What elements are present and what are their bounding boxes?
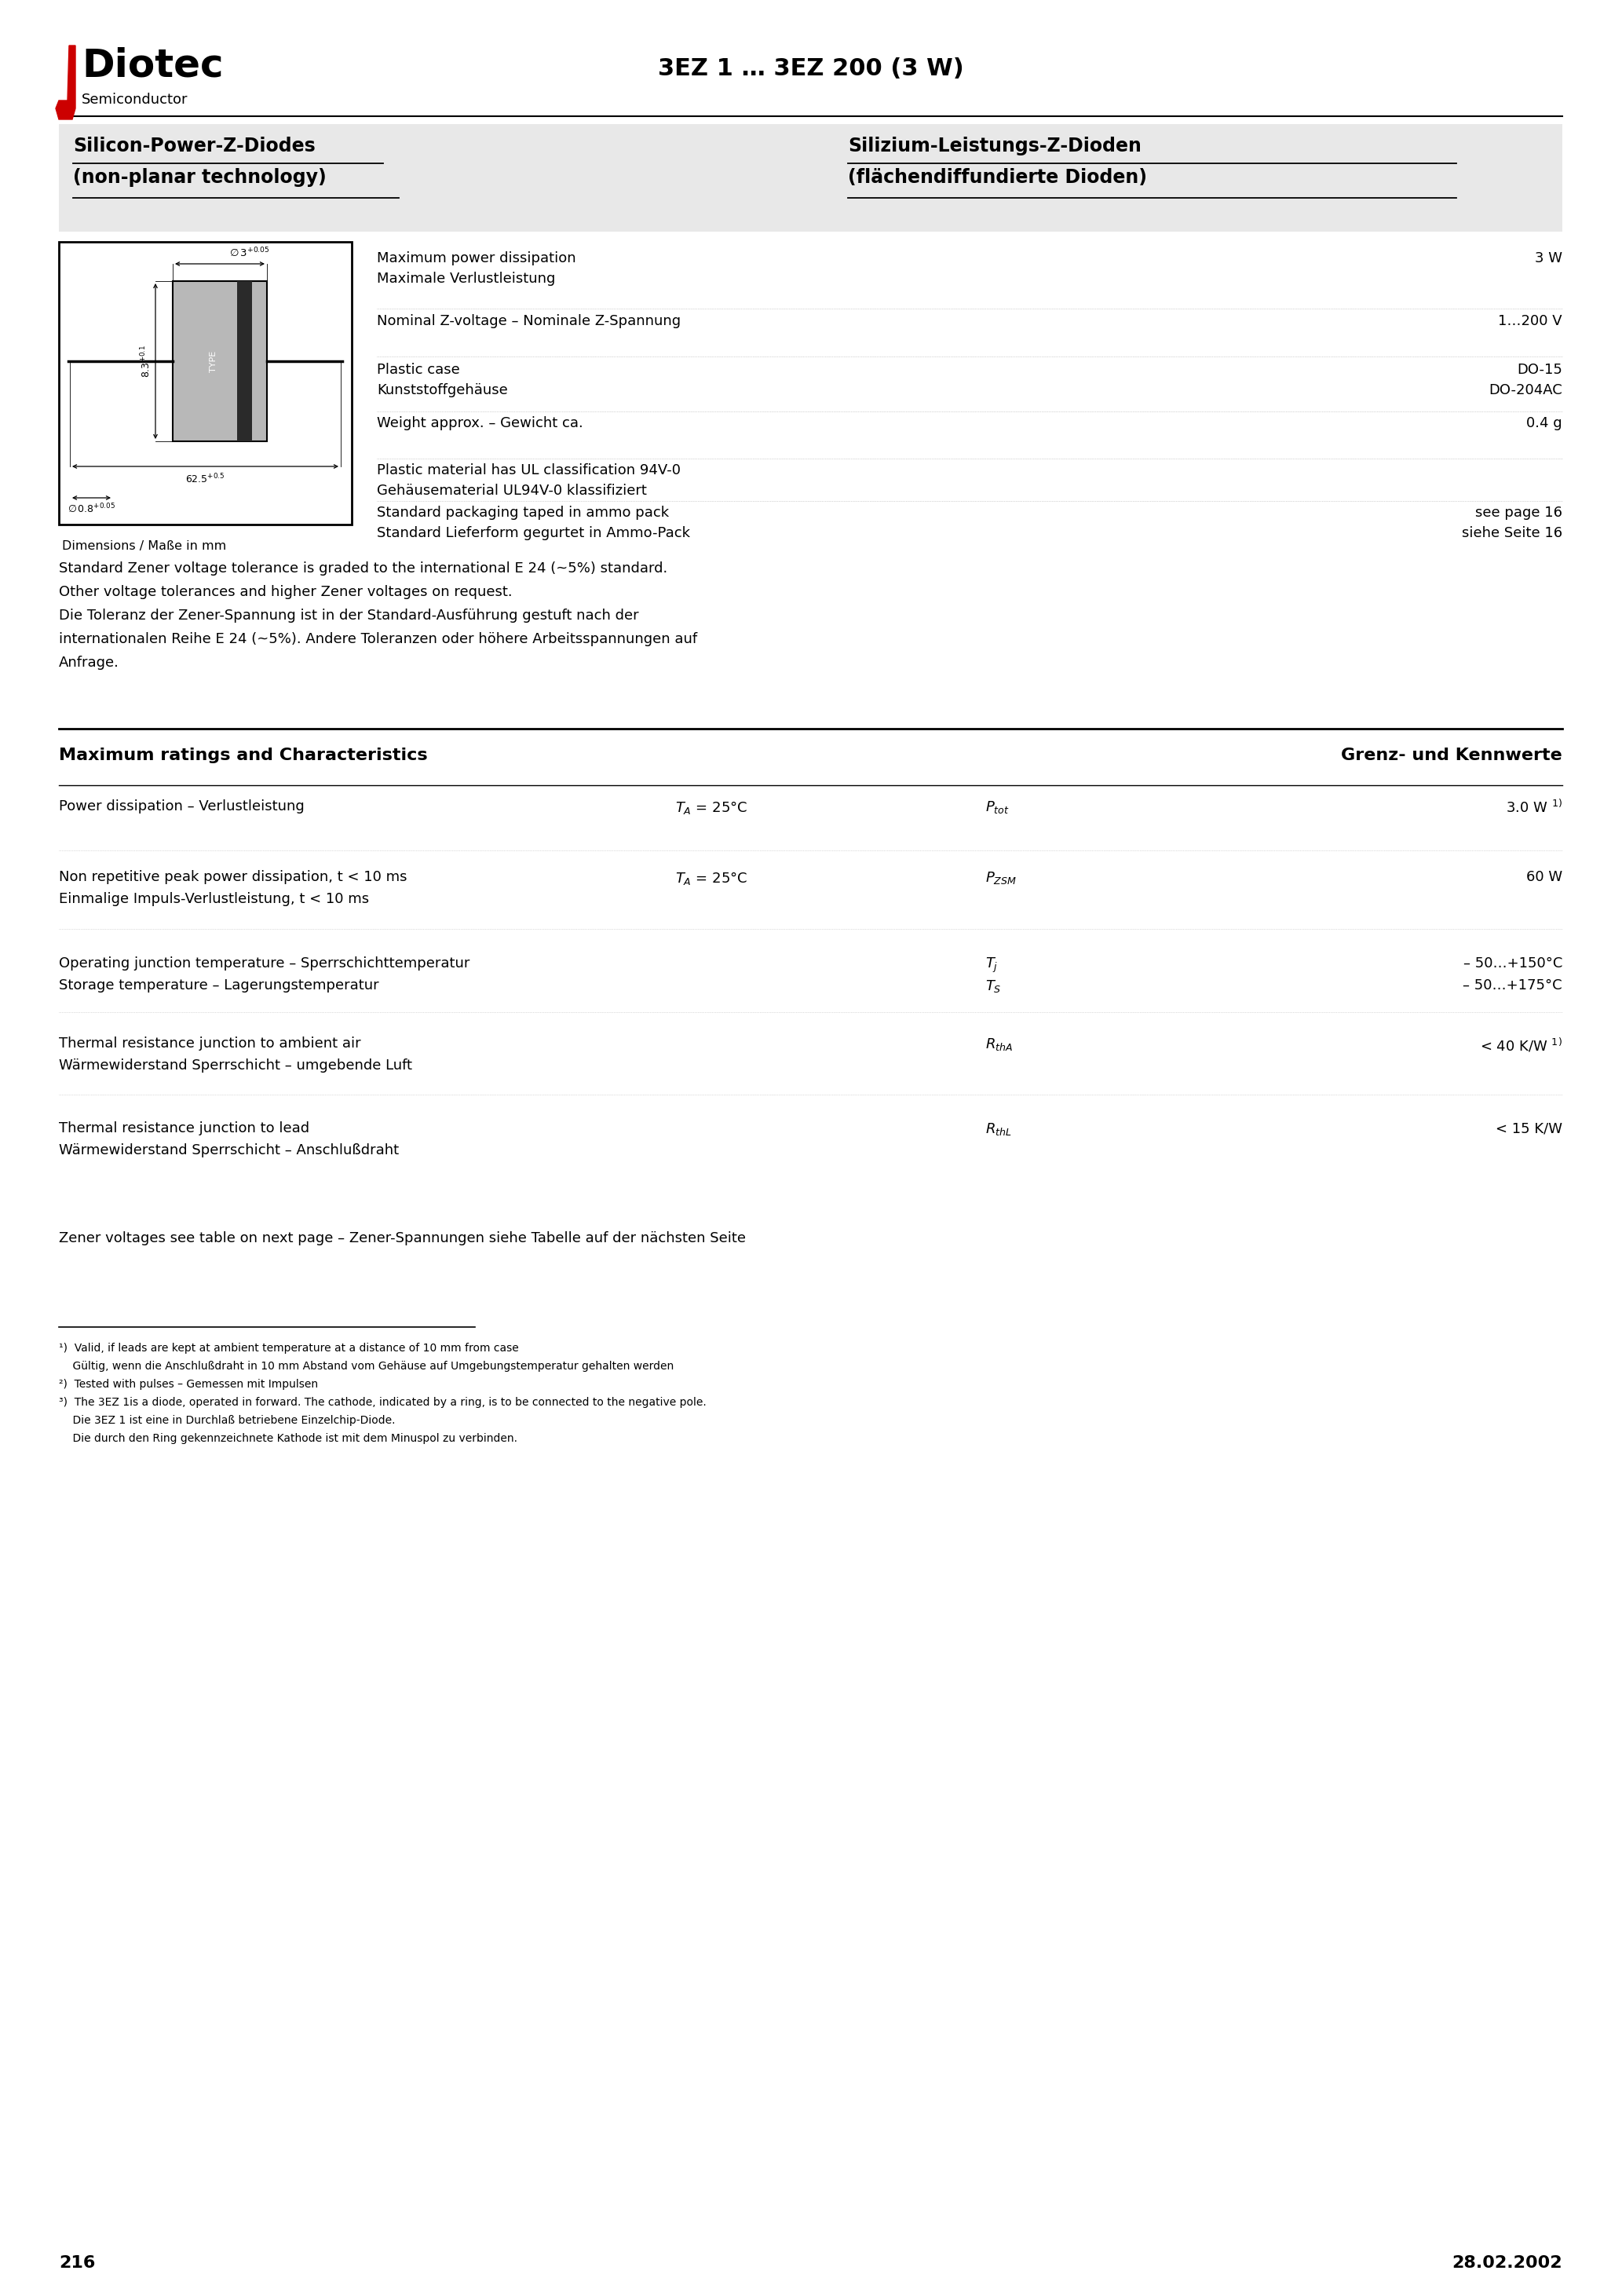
Text: Die 3EZ 1 ist eine in Durchlaß betriebene Einzelchip-Diode.: Die 3EZ 1 ist eine in Durchlaß betrieben…	[58, 1414, 396, 1426]
Text: $R_{thA}$: $R_{thA}$	[985, 1035, 1012, 1052]
Text: Plastic case: Plastic case	[376, 363, 461, 377]
Text: Standard Zener voltage tolerance is graded to the international E 24 (~5%) stand: Standard Zener voltage tolerance is grad…	[58, 563, 668, 576]
Text: Thermal resistance junction to lead: Thermal resistance junction to lead	[58, 1120, 310, 1137]
Text: ¹)  Valid, if leads are kept at ambient temperature at a distance of 10 mm from : ¹) Valid, if leads are kept at ambient t…	[58, 1343, 519, 1355]
Text: Einmalige Impuls-Verlustleistung, t < 10 ms: Einmalige Impuls-Verlustleistung, t < 10…	[58, 893, 370, 907]
Text: Maximum power dissipation: Maximum power dissipation	[376, 250, 576, 266]
Bar	[172, 280, 268, 441]
Text: (flächendiffundierte Dioden): (flächendiffundierte Dioden)	[848, 168, 1147, 186]
Text: Maximale Verlustleistung: Maximale Verlustleistung	[376, 271, 555, 285]
Text: – 50…+150°C: – 50…+150°C	[1463, 957, 1562, 971]
Text: $\varnothing\,0.8^{+0.05}$: $\varnothing\,0.8^{+0.05}$	[68, 503, 115, 517]
Text: Silicon-Power-Z-Diodes: Silicon-Power-Z-Diodes	[73, 138, 315, 156]
Polygon shape	[55, 46, 75, 119]
Text: Nominal Z-voltage – Nominale Z-Spannung: Nominal Z-voltage – Nominale Z-Spannung	[376, 315, 681, 328]
Text: ²)  Tested with pulses – Gemessen mit Impulsen: ²) Tested with pulses – Gemessen mit Imp…	[58, 1380, 318, 1389]
Text: Die Toleranz der Zener-Spannung ist in der Standard-Ausführung gestuft nach der: Die Toleranz der Zener-Spannung ist in d…	[58, 608, 639, 622]
Text: 216: 216	[58, 2255, 96, 2271]
Text: 3EZ 1 … 3EZ 200 (3 W): 3EZ 1 … 3EZ 200 (3 W)	[657, 57, 963, 80]
Text: Non repetitive peak power dissipation, t < 10 ms: Non repetitive peak power dissipation, t…	[58, 870, 407, 884]
Text: Gültig, wenn die Anschlußdraht in 10 mm Abstand vom Gehäuse auf Umgebungstempera: Gültig, wenn die Anschlußdraht in 10 mm …	[58, 1362, 673, 1371]
Text: Silizium-Leistungs-Z-Dioden: Silizium-Leistungs-Z-Dioden	[848, 138, 1142, 156]
Text: $T_j$: $T_j$	[985, 957, 998, 974]
Text: $T_A$ = 25°C: $T_A$ = 25°C	[675, 799, 748, 815]
Text: Maximum ratings and Characteristics: Maximum ratings and Characteristics	[58, 748, 428, 762]
Text: $\varnothing\,3^{+0.05}$: $\varnothing\,3^{+0.05}$	[229, 246, 269, 259]
Text: 1…200 V: 1…200 V	[1499, 315, 1562, 328]
Text: see page 16: see page 16	[1474, 505, 1562, 519]
Text: $62.5^{+0.5}$: $62.5^{+0.5}$	[185, 473, 225, 487]
Text: (non-planar technology): (non-planar technology)	[73, 168, 326, 186]
Text: Standard packaging taped in ammo pack: Standard packaging taped in ammo pack	[376, 505, 668, 519]
Text: Semiconductor: Semiconductor	[81, 92, 188, 108]
Text: Dimensions / Maße in mm: Dimensions / Maße in mm	[62, 540, 227, 551]
Text: Wärmewiderstand Sperrschicht – Anschlußdraht: Wärmewiderstand Sperrschicht – Anschlußd…	[58, 1143, 399, 1157]
Text: ³)  The 3EZ 1is a diode, operated in forward. The cathode, indicated by a ring, : ³) The 3EZ 1is a diode, operated in forw…	[58, 1396, 707, 1407]
Text: internationalen Reihe E 24 (~5%). Andere Toleranzen oder höhere Arbeitsspannunge: internationalen Reihe E 24 (~5%). Andere…	[58, 631, 697, 645]
Text: Zener voltages see table on next page – Zener-Spannungen siehe Tabelle auf der n: Zener voltages see table on next page – …	[58, 1231, 746, 1244]
Text: Operating junction temperature – Sperrschichttemperatur: Operating junction temperature – Sperrsc…	[58, 957, 470, 971]
Text: Other voltage tolerances and higher Zener voltages on request.: Other voltage tolerances and higher Zene…	[58, 585, 513, 599]
Text: Anfrage.: Anfrage.	[58, 657, 120, 670]
Text: Power dissipation – Verlustleistung: Power dissipation – Verlustleistung	[58, 799, 305, 813]
Text: 28.02.2002: 28.02.2002	[1452, 2255, 1562, 2271]
Text: – 50…+175°C: – 50…+175°C	[1463, 978, 1562, 992]
Text: Storage temperature – Lagerungstemperatur: Storage temperature – Lagerungstemperatu…	[58, 978, 380, 992]
Text: $T_S$: $T_S$	[985, 978, 1001, 994]
Text: $T_A$ = 25°C: $T_A$ = 25°C	[675, 870, 748, 886]
Text: 3 W: 3 W	[1534, 250, 1562, 266]
Text: 60 W: 60 W	[1526, 870, 1562, 884]
Bar	[237, 280, 251, 441]
Text: Weight approx. – Gewicht ca.: Weight approx. – Gewicht ca.	[376, 416, 584, 429]
Text: TYPE: TYPE	[209, 351, 217, 372]
Text: Diotec: Diotec	[81, 48, 224, 85]
Text: 3.0 W $^{1)}$: 3.0 W $^{1)}$	[1505, 799, 1562, 815]
Text: Grenz- und Kennwerte: Grenz- und Kennwerte	[1341, 748, 1562, 762]
Text: < 40 K/W $^{1)}$: < 40 K/W $^{1)}$	[1479, 1035, 1562, 1054]
Bar	[58, 124, 1562, 232]
Text: Gehäusematerial UL94V-0 klassifiziert: Gehäusematerial UL94V-0 klassifiziert	[376, 484, 647, 498]
Text: Thermal resistance junction to ambient air: Thermal resistance junction to ambient a…	[58, 1035, 360, 1052]
Text: Wärmewiderstand Sperrschicht – umgebende Luft: Wärmewiderstand Sperrschicht – umgebende…	[58, 1058, 412, 1072]
Text: DO-204AC: DO-204AC	[1489, 383, 1562, 397]
Text: DO-15: DO-15	[1517, 363, 1562, 377]
Text: $P_{ZSM}$: $P_{ZSM}$	[985, 870, 1017, 886]
Text: 0.4 g: 0.4 g	[1526, 416, 1562, 429]
Text: Die durch den Ring gekennzeichnete Kathode ist mit dem Minuspol zu verbinden.: Die durch den Ring gekennzeichnete Katho…	[58, 1433, 517, 1444]
Text: $R_{thL}$: $R_{thL}$	[985, 1120, 1012, 1137]
Text: $P_{tot}$: $P_{tot}$	[985, 799, 1009, 815]
Bar	[58, 241, 352, 523]
Text: Plastic material has UL classification 94V-0: Plastic material has UL classification 9…	[376, 464, 681, 478]
Text: siehe Seite 16: siehe Seite 16	[1461, 526, 1562, 540]
Text: Kunststoffgehäuse: Kunststoffgehäuse	[376, 383, 508, 397]
Text: < 15 K/W: < 15 K/W	[1495, 1120, 1562, 1137]
Text: Standard Lieferform gegurtet in Ammo-Pack: Standard Lieferform gegurtet in Ammo-Pac…	[376, 526, 689, 540]
Text: $8.3^{+0.1}$: $8.3^{+0.1}$	[139, 344, 152, 379]
